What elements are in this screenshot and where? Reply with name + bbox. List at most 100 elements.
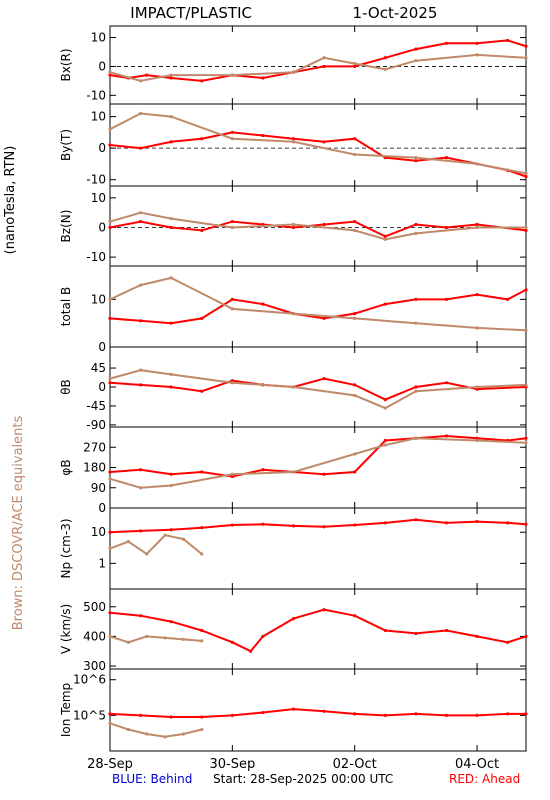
data-point	[322, 709, 326, 713]
x-tick-label: 02-Oct	[333, 757, 377, 772]
data-point	[383, 438, 387, 443]
data-point	[414, 712, 418, 716]
plot-date: 1-Oct-2025	[353, 4, 438, 22]
data-point	[475, 225, 479, 230]
y-axis-label: Np (cm-3)	[59, 518, 73, 578]
data-point	[322, 56, 326, 60]
data-point	[475, 41, 479, 45]
data-point	[200, 715, 204, 719]
y-tick-label: 10	[91, 292, 106, 306]
data-point	[261, 522, 265, 526]
data-point	[200, 552, 204, 556]
data-point	[138, 468, 143, 472]
data-point	[444, 628, 449, 633]
data-point	[200, 389, 204, 393]
data-point	[444, 434, 449, 438]
data-point	[169, 372, 173, 376]
panel-frame	[109, 507, 527, 590]
data-point	[414, 389, 418, 393]
data-point	[322, 472, 326, 476]
data-point	[291, 222, 296, 227]
data-point	[383, 406, 387, 410]
data-point	[444, 225, 449, 230]
data-point	[138, 319, 143, 323]
y-tick-label: 10	[91, 110, 106, 124]
data-point	[249, 649, 253, 653]
data-point	[230, 219, 234, 224]
data-point	[169, 715, 173, 719]
data-point	[506, 297, 510, 301]
data-point	[108, 477, 112, 481]
y-axis-label: total B	[59, 287, 73, 327]
data-point	[414, 297, 418, 301]
series-line-brown	[109, 211, 526, 241]
y-tick-label: 10^6	[73, 673, 106, 687]
y-axis-label: Bx(R)	[59, 48, 73, 81]
x-tick-label: 30-Sep	[209, 757, 255, 772]
data-point	[261, 634, 265, 639]
data-point	[383, 713, 387, 717]
data-point	[322, 608, 326, 612]
data-point	[444, 41, 449, 45]
data-point	[108, 376, 112, 381]
data-point	[163, 533, 167, 537]
data-point	[200, 526, 204, 530]
y-tick-label: 0	[98, 141, 106, 155]
panel-frame	[109, 668, 527, 752]
data-point	[230, 474, 234, 479]
data-point	[444, 713, 449, 717]
data-point	[108, 316, 112, 321]
data-point	[261, 133, 265, 138]
data-point	[145, 732, 149, 736]
data-point	[475, 519, 479, 524]
data-point	[200, 628, 204, 633]
data-point	[138, 383, 143, 387]
data-point	[524, 56, 528, 60]
y-tick-label: 0	[98, 340, 106, 354]
data-point	[169, 140, 173, 144]
data-point	[230, 713, 234, 717]
data-point	[353, 219, 357, 224]
data-point	[444, 297, 449, 301]
data-point	[475, 713, 479, 717]
data-point	[200, 316, 204, 321]
y-axis-label: Bz(N)	[59, 210, 73, 243]
data-point	[108, 470, 112, 474]
data-point	[108, 546, 112, 551]
data-point	[169, 115, 173, 119]
data-point	[353, 393, 357, 398]
data-point	[353, 470, 357, 474]
data-point	[383, 56, 387, 60]
data-point	[475, 292, 479, 297]
data-point	[145, 73, 149, 77]
series-line-brown	[109, 437, 527, 489]
data-point	[138, 713, 143, 717]
data-point	[353, 64, 357, 69]
data-point	[126, 640, 130, 644]
data-point	[524, 383, 528, 387]
data-point	[230, 225, 234, 230]
data-point	[322, 376, 326, 381]
data-point	[126, 727, 130, 732]
data-point	[145, 634, 149, 639]
data-point	[475, 53, 479, 57]
data-point	[200, 470, 204, 474]
plot-title: IMPACT/PLASTIC	[130, 4, 252, 22]
data-point	[169, 483, 173, 488]
data-point	[138, 219, 143, 224]
data-point	[291, 140, 296, 144]
y-tick-label: 10^5	[73, 708, 106, 722]
data-point	[383, 628, 387, 633]
data-point	[169, 216, 173, 221]
data-point	[475, 634, 479, 639]
y-tick-label: 300	[83, 659, 106, 673]
data-point	[322, 222, 326, 227]
data-point	[414, 518, 418, 522]
x-tick-label: 28-Sep	[87, 757, 133, 772]
data-point	[108, 530, 112, 534]
data-point	[414, 321, 418, 325]
data-point	[414, 159, 418, 163]
y-tick-label: -10	[86, 250, 106, 264]
data-point	[475, 162, 479, 166]
